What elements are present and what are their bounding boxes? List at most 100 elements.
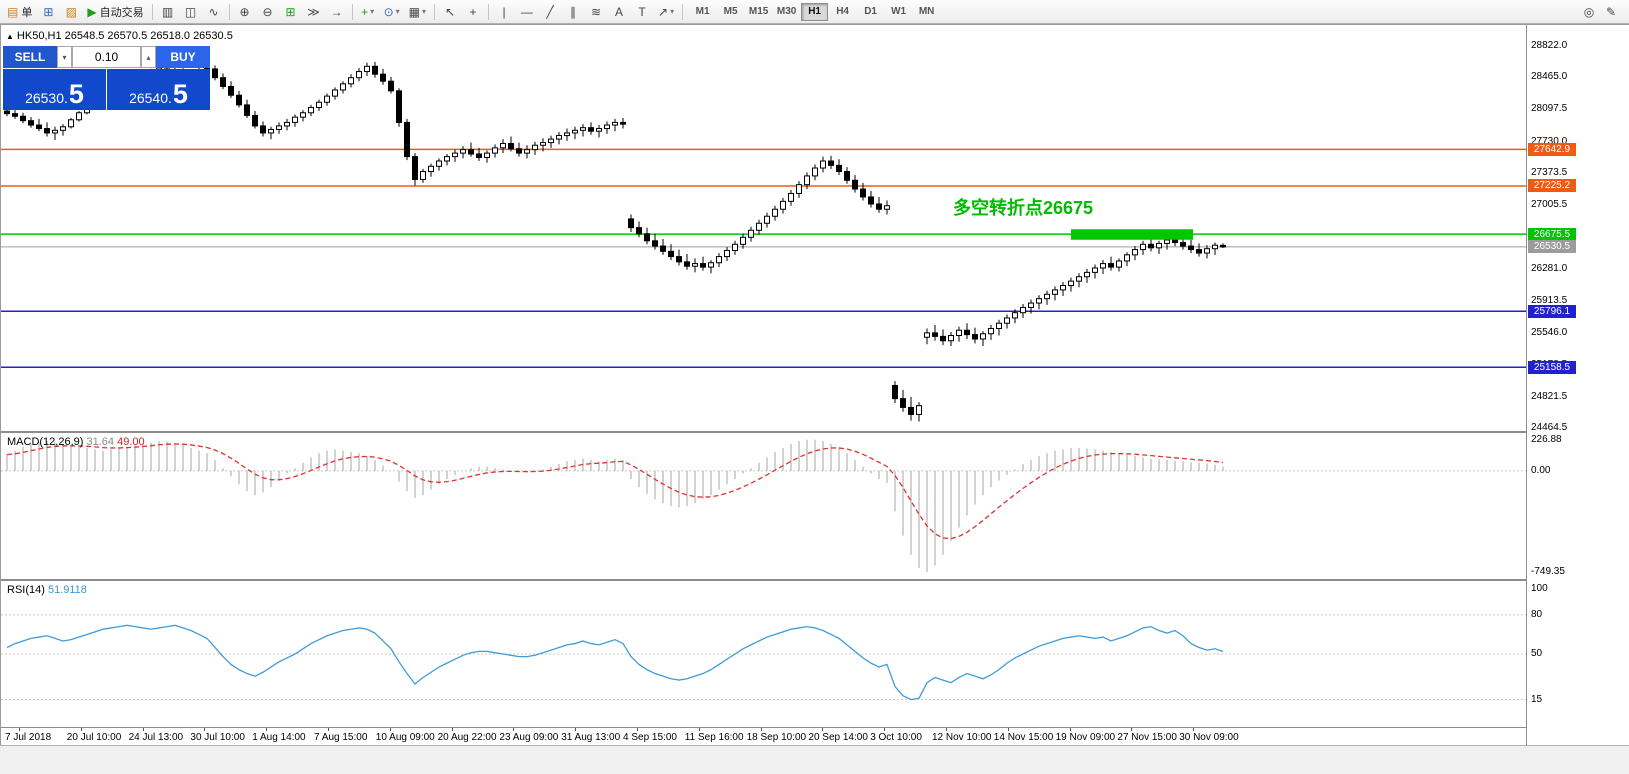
time-axis-label: 20 Sep 14:00 bbox=[808, 732, 868, 743]
periods-clock-icon: ⊙ bbox=[383, 4, 394, 19]
sell-price-button[interactable]: 26530. 5 bbox=[3, 69, 106, 110]
toolbar-separator bbox=[228, 3, 230, 20]
time-axis-tick bbox=[698, 728, 700, 731]
price-axis[interactable]: 28822.0 28465.0 28097.5 27730.0 27373.5 27005… bbox=[1526, 25, 1629, 746]
timeframe-m1-button[interactable]: M1 bbox=[695, 6, 710, 17]
rsi-line bbox=[6, 624, 1224, 701]
dropdown-arrow-icon: ▾ bbox=[422, 7, 427, 16]
trendline-button[interactable]: ╱ bbox=[539, 2, 561, 22]
price-axis-label: 28822.0 bbox=[1531, 39, 1568, 51]
time-axis-label: 18 Sep 10:00 bbox=[746, 732, 807, 743]
templates-button[interactable]: ▦ ▾ bbox=[405, 2, 430, 22]
fibonacci-button[interactable]: ≋ bbox=[585, 2, 607, 22]
auto-scroll-button[interactable]: ≫ bbox=[303, 2, 325, 22]
tile-windows-icon: ⊞ bbox=[285, 4, 296, 19]
cursor-button[interactable]: ↖ bbox=[439, 2, 461, 22]
channel-button[interactable]: ∥ bbox=[562, 2, 584, 22]
toolbar-separator bbox=[434, 3, 436, 20]
main-toolbar: ▤ 单 ⊞ ▨ ▶ 自动交易 ▥ ◫ ∿ ⊕ ⊖ ⊞ ≫ → + ▾ ⊙ ▾ ▦ ▾ ↖ … bbox=[0, 0, 1629, 24]
label-tool-button[interactable]: T bbox=[631, 2, 653, 22]
timeframe-m5-button[interactable]: M5 bbox=[723, 6, 738, 17]
price-axis-label: 27373.5 bbox=[1531, 166, 1568, 178]
profiles-button[interactable]: ▨ bbox=[60, 2, 82, 22]
time-axis-label: 7 Aug 15:00 bbox=[314, 732, 368, 743]
crosshair-button[interactable]: + bbox=[462, 2, 484, 22]
time-axis-tick bbox=[513, 728, 515, 731]
vertical-line-icon: | bbox=[502, 4, 506, 19]
spinner-down-icon: ▾ bbox=[62, 52, 67, 62]
bid-price-badge: 26530.5 bbox=[1528, 240, 1576, 254]
sell-button[interactable]: SELL bbox=[3, 46, 57, 68]
line-chart-button[interactable]: ∿ bbox=[203, 2, 225, 22]
candlestick-chart-button[interactable]: ◫ bbox=[180, 2, 202, 22]
time-axis-tick bbox=[575, 728, 577, 731]
time-axis-tick bbox=[1069, 728, 1071, 731]
new-order-button[interactable]: ▤ 单 bbox=[3, 2, 36, 22]
bar-chart-button[interactable]: ▥ bbox=[157, 2, 179, 22]
rsi-indicator-label: RSI(14) 51.9118 bbox=[7, 584, 87, 596]
volume-down-button[interactable]: ▾ bbox=[57, 46, 72, 68]
pane-splitter[interactable] bbox=[1, 579, 1629, 581]
macd-axis-label: -749.35 bbox=[1531, 566, 1565, 578]
timeframe-h4-button[interactable]: H4 bbox=[836, 6, 849, 17]
indicators-button[interactable]: + ▾ bbox=[357, 2, 379, 22]
toolbar-right-group: ◎ ✎ bbox=[1578, 2, 1622, 22]
price-axis-label: 26281.0 bbox=[1531, 262, 1568, 274]
rsi-name: RSI(14) bbox=[7, 584, 45, 596]
horizontal-line-icon: — bbox=[521, 4, 534, 19]
new-order-icon: ▤ bbox=[7, 4, 19, 19]
cursor-icon: ↖ bbox=[444, 4, 456, 19]
new-order-label: 单 bbox=[21, 6, 33, 19]
vertical-line-button[interactable]: | bbox=[493, 2, 515, 22]
autotrading-button[interactable]: ▶ 自动交易 bbox=[83, 2, 147, 22]
chart-window[interactable]: 多空转折点26675 ▲ HK50,H1 26548.5 26570.5 2651… bbox=[0, 24, 1629, 746]
timeframe-mn-button[interactable]: MN bbox=[918, 6, 935, 17]
time-axis-label: 10 Aug 09:00 bbox=[375, 732, 435, 743]
tile-windows-button[interactable]: ⊞ bbox=[280, 2, 302, 22]
macd-axis-label: 226.88 bbox=[1531, 434, 1562, 446]
zoom-out-button[interactable]: ⊖ bbox=[257, 2, 279, 22]
time-axis-label: 1 Aug 14:00 bbox=[252, 732, 306, 743]
timeframe-d1-button[interactable]: D1 bbox=[864, 6, 877, 17]
price-level-badge: 26675.5 bbox=[1528, 227, 1576, 241]
indicators-icon: + bbox=[361, 4, 369, 19]
zoom-in-button[interactable]: ⊕ bbox=[234, 2, 256, 22]
time-axis-label: 20 Jul 10:00 bbox=[66, 732, 122, 743]
rsi-axis-label: 80 bbox=[1531, 608, 1543, 620]
rsi-chart[interactable] bbox=[1, 581, 1526, 727]
timeframe-h1-button[interactable]: H1 bbox=[801, 2, 829, 21]
arrow-tool-icon: ↗ bbox=[658, 4, 669, 19]
toolbar-separator bbox=[351, 3, 353, 20]
buy-button[interactable]: BUY bbox=[156, 46, 210, 68]
text-tool-button[interactable]: A bbox=[608, 2, 630, 22]
volume-up-button[interactable]: ▴ bbox=[141, 46, 156, 68]
horizontal-line-button[interactable]: — bbox=[516, 2, 538, 22]
price-axis-label: 25546.0 bbox=[1531, 327, 1568, 339]
time-axis-label: 11 Sep 16:00 bbox=[684, 732, 744, 743]
fibonacci-icon: ≋ bbox=[590, 4, 602, 19]
edit-button[interactable]: ✎ bbox=[1600, 2, 1622, 22]
time-axis[interactable]: 7 Jul 2018 20 Jul 10:00 24 Jul 13:00 30 Jul… bbox=[1, 727, 1526, 746]
time-axis-label: 14 Nov 15:00 bbox=[993, 732, 1054, 743]
new-chart-button[interactable]: ⊞ bbox=[37, 2, 59, 22]
turning-point-highlight-bar bbox=[1071, 229, 1193, 240]
volume-input[interactable] bbox=[72, 46, 141, 68]
buy-price-main: 26540. bbox=[129, 90, 172, 106]
new-chart-icon: ⊞ bbox=[43, 4, 54, 19]
profiles-icon: ▨ bbox=[65, 4, 78, 19]
search-button[interactable]: ◎ bbox=[1578, 2, 1600, 22]
pane-splitter[interactable] bbox=[1, 431, 1629, 433]
zoom-out-icon: ⊖ bbox=[262, 4, 273, 19]
zoom-in-icon: ⊕ bbox=[239, 4, 250, 19]
timeframe-m30-button[interactable]: M30 bbox=[776, 6, 797, 17]
price-axis-label: 28097.5 bbox=[1531, 103, 1568, 115]
macd-chart[interactable] bbox=[1, 433, 1526, 579]
timeframe-m15-button[interactable]: M15 bbox=[748, 6, 769, 17]
timeframe-w1-button[interactable]: W1 bbox=[891, 6, 907, 17]
arrows-button[interactable]: ↗ ▾ bbox=[654, 2, 678, 22]
price-chart[interactable]: 多空转折点26675 bbox=[1, 25, 1526, 431]
time-axis-label: 30 Nov 09:00 bbox=[1179, 732, 1239, 743]
buy-price-button[interactable]: 26540. 5 bbox=[107, 69, 210, 110]
chart-shift-button[interactable]: → bbox=[326, 2, 348, 22]
periods-button[interactable]: ⊙ ▾ bbox=[380, 2, 404, 22]
